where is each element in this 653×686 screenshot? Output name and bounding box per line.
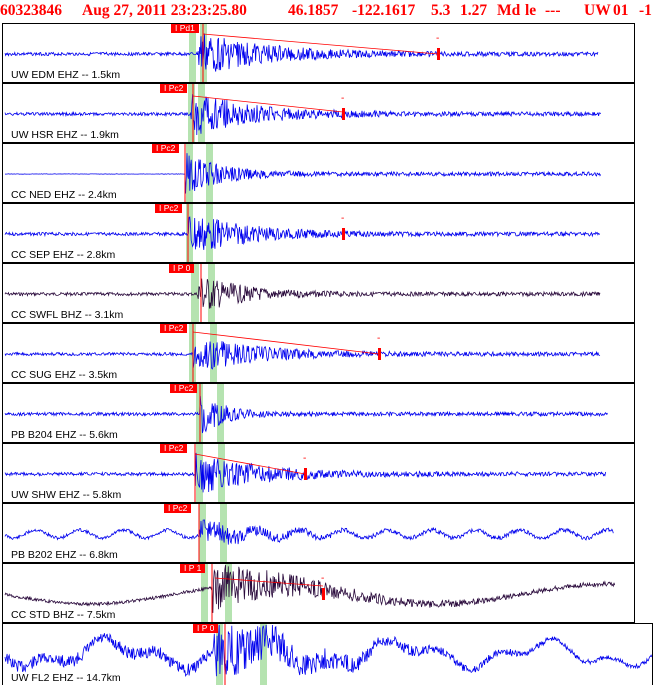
s-coda-line [192,95,344,113]
trace-panel[interactable]: - I Pc2 UW SHW EHZ -- 5.8km [2,443,635,503]
trace-panel[interactable]: I Pc2 PB B202 EHZ -- 6.8km [2,503,635,563]
event-longitude: -122.1617 [352,2,416,19]
waveform-line [4,94,602,136]
waveform-line [4,216,601,250]
analysis-window-band [225,564,232,622]
phase-pick-label[interactable]: I Pd1 [171,24,199,33]
station-label: PB B202 EHZ -- 6.8km [11,549,118,561]
station-label: CC NED EHZ -- 2.4km [11,189,117,201]
phase-pick-label[interactable]: I Pc2 [170,384,198,393]
waveform-trace [4,384,609,442]
s-coda-line [202,33,439,55]
event-depth: 5.3 [431,2,451,19]
waveform-line [4,341,601,370]
station-label: UW HSR EHZ -- 1.9km [11,129,119,141]
waveform-trace [4,624,652,685]
phase-pick-label[interactable]: I Pc2 [160,444,188,453]
trace-panel[interactable]: I Pc2 CC NED EHZ -- 2.4km [2,143,635,203]
waveform-trace [4,84,602,142]
waveform-line [4,395,609,434]
magnitude-type: Md [497,2,521,19]
s-coda-line [214,577,324,587]
waveform-line [4,33,599,72]
coda-marker-tick: - [321,573,325,584]
station-label: UW SHW EHZ -- 5.8km [11,489,122,501]
coda-marker[interactable] [304,468,307,480]
analysis-window-band [217,384,224,442]
phase-pick-label[interactable]: I Pc2 [164,504,192,513]
analysis-window-band [201,564,208,622]
coda-marker-tick: - [341,213,345,224]
analysis-window-band [191,264,199,322]
waveform-line [4,153,602,194]
trace-panel[interactable]: I P 0 UW FL2 EHZ -- 14.7km [2,623,653,685]
phase-pick-label[interactable]: I P 0 [169,264,195,273]
coda-marker-tick: - [436,33,440,44]
event-latitude: 46.1857 [288,2,339,19]
coda-marker[interactable] [437,48,440,60]
waveform-line [4,519,614,545]
event-magnitude: 1.27 [460,2,488,19]
station-label: CC STD BHZ -- 7.5km [11,609,116,621]
event-network: UW [584,2,611,19]
station-label: UW FL2 EHZ -- 14.7km [11,672,121,684]
trace-panel[interactable]: - I Pd1 UW EDM EHZ -- 1.5km [2,23,635,83]
coda-marker[interactable] [342,108,345,120]
trace-panel[interactable]: - I Pc2 CC SUG EHZ -- 3.5km [2,323,635,383]
seismogram-traces: - I Pd1 UW EDM EHZ -- 1.5km - I Pc2 UW HSR EH… [0,23,653,686]
event-trailing: -1 [639,2,652,19]
waveform-trace [4,144,602,202]
phase-pick-label[interactable]: I Pc2 [155,204,183,213]
waveform-trace [4,204,601,262]
analysis-window-band [206,144,213,202]
station-label: PB B204 EHZ -- 5.6km [11,429,118,441]
phase-pick-label[interactable]: I Pc2 [160,84,188,93]
phase-pick-label[interactable]: I Pc2 [160,324,188,333]
analysis-window-band [186,204,193,262]
waveform-trace [4,504,614,562]
event-datetime: Aug 27, 2011 23:23:25.80 [82,2,247,19]
event-id: 60323846 [0,2,62,19]
coda-marker[interactable] [322,588,325,600]
waveform-line [4,564,616,613]
event-dashes: --- [545,2,561,19]
waveform-trace [4,264,601,322]
s-coda-line [192,331,380,355]
trace-panel[interactable]: - I P 1 CC STD BHZ -- 7.5km [2,563,635,623]
phase-pick-label[interactable]: I Pc2 [152,144,180,153]
event-version: 01 [613,2,629,19]
phase-pick-label[interactable]: I P 0 [193,624,219,633]
waveform-trace [4,564,616,622]
station-label: UW EDM EHZ -- 1.5km [11,69,121,81]
station-label: CC SEP EHZ -- 2.8km [11,249,116,261]
event-type: le [525,2,537,19]
coda-marker-tick: - [303,453,307,464]
coda-marker[interactable] [378,348,381,360]
trace-panel[interactable]: I Pc2 PB B204 EHZ -- 5.6km [2,383,635,443]
waveform-trace [4,324,601,382]
trace-panel[interactable]: I P 0 CC SWFL BHZ -- 3.1km [2,263,635,323]
waveform-line [4,278,601,309]
s-coda-line [194,453,306,475]
coda-marker-tick: - [341,93,345,104]
analysis-window-band [196,444,203,502]
analysis-window-band [260,624,267,685]
waveform-line [4,624,652,677]
station-label: CC SUG EHZ -- 3.5km [11,369,118,381]
station-label: CC SWFL BHZ -- 3.1km [11,309,124,321]
coda-marker[interactable] [342,228,345,240]
trace-panel[interactable]: - I Pc2 UW HSR EHZ -- 1.9km [2,83,635,143]
phase-pick-label[interactable]: I P 1 [180,564,206,573]
waveform-trace [4,24,599,82]
coda-marker-tick: - [377,333,381,344]
trace-panel[interactable]: - I Pc2 CC SEP EHZ -- 2.8km [2,203,635,263]
analysis-window-band [218,444,225,502]
event-header: 60323846 Aug 27, 2011 23:23:25.80 46.185… [0,0,653,24]
